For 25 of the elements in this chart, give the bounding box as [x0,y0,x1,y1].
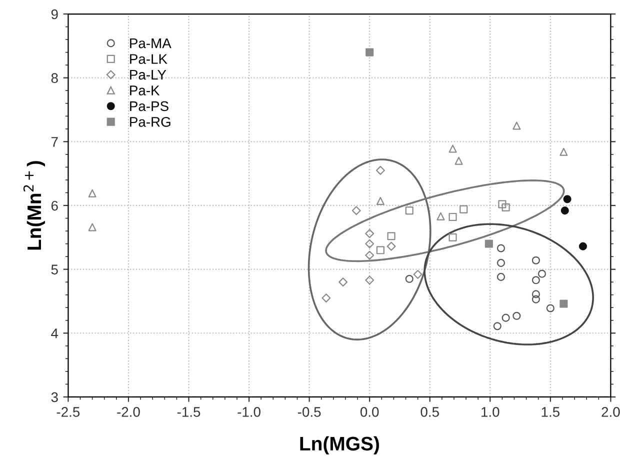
x-tick-label: 1.5 [542,407,560,417]
legend-label: Pa-K [130,86,160,96]
legend-label: Pa-RG [130,116,170,127]
x-tick-label: 1.0 [482,407,500,417]
y-tick-label: 4 [51,328,58,338]
y-axis-title: Ln(Mn$^{2+}$) [23,161,45,250]
x-tick-label: 0.0 [360,407,379,417]
x-tick-label: 2.0 [602,407,620,417]
y-tick-label: 7 [51,137,58,147]
x-tick-label: -1.0 [238,407,260,417]
y-tick-label: 6 [51,200,58,211]
y-tick-label: 8 [51,73,58,84]
x-axis-title: Ln(MGS) [300,436,379,454]
legend-label: Pa-MA [130,38,172,48]
legend-label: Pa-LY [130,70,166,80]
x-tick-label: -0.5 [298,407,321,417]
legend-label: Pa-PS [130,101,168,112]
x-tick-label: -2.5 [56,407,80,417]
y-tick-label: 5 [51,264,58,274]
y-tick-label: 3 [51,392,58,402]
legend-label: Pa-LK [130,54,168,64]
x-tick-label: -2.0 [117,407,140,417]
x-tick-label: 0.5 [420,407,439,417]
x-tick-label: -1.5 [177,407,200,417]
y-tick-label: 9 [51,9,58,20]
